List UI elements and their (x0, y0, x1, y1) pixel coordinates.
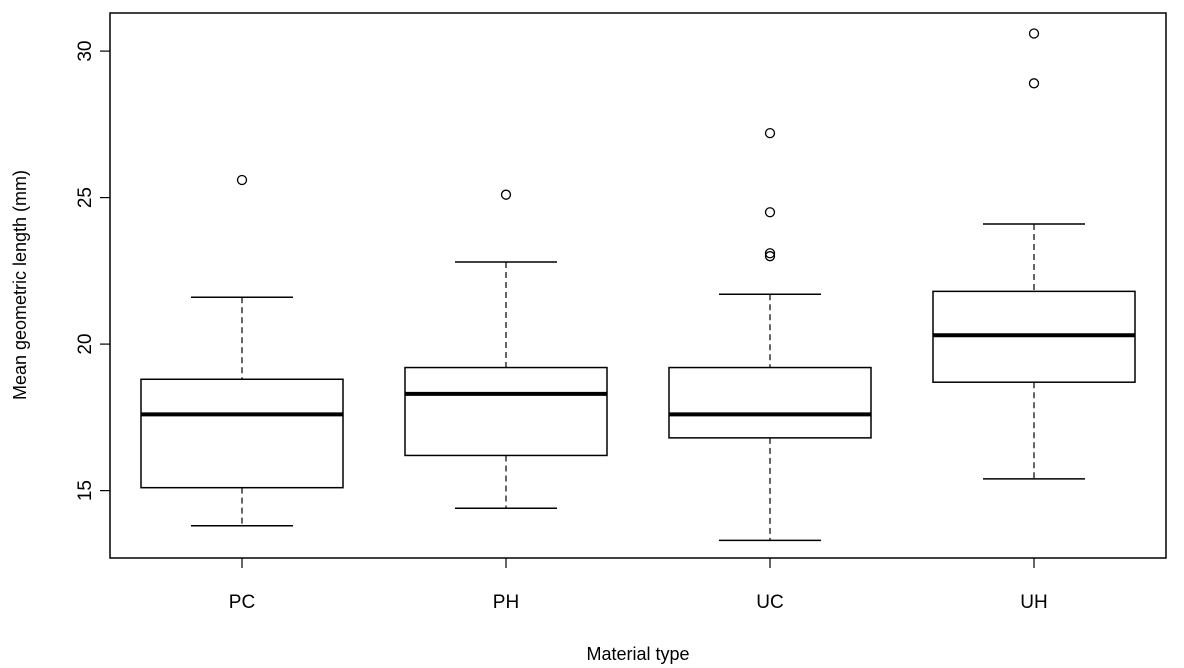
box-uc (668, 127, 872, 542)
plot-frame (109, 12, 1167, 559)
x-tick-label: PH (493, 592, 519, 613)
outlier-point (764, 251, 776, 262)
y-tick-label: 30 (75, 41, 96, 62)
box-ph (404, 189, 608, 509)
outlier-point (764, 127, 776, 139)
outlier-point (500, 189, 512, 200)
y-axis: 15 20 25 30 (75, 41, 110, 501)
x-axis: PC PH UC UH (229, 558, 1048, 613)
box-uh (932, 28, 1136, 480)
y-axis-title: Mean geometric length (mm) (10, 170, 30, 400)
x-tick-label: UC (756, 592, 783, 613)
iqr-box (668, 366, 872, 439)
outlier-point (1028, 28, 1040, 39)
outlier-point (1028, 78, 1040, 89)
iqr-box (140, 378, 344, 489)
outlier-point (764, 207, 776, 218)
y-tick-label: 25 (75, 187, 96, 208)
x-tick-label: UH (1020, 592, 1047, 613)
outlier-point (764, 248, 776, 259)
y-tick-label: 15 (75, 480, 96, 501)
box-pc (140, 174, 344, 527)
boxes-layer (140, 28, 1136, 542)
x-tick-label: PC (229, 592, 255, 613)
outlier-point (236, 174, 248, 186)
iqr-box (404, 366, 608, 457)
x-axis-title: Material type (586, 644, 689, 664)
y-tick-label: 20 (75, 334, 96, 355)
